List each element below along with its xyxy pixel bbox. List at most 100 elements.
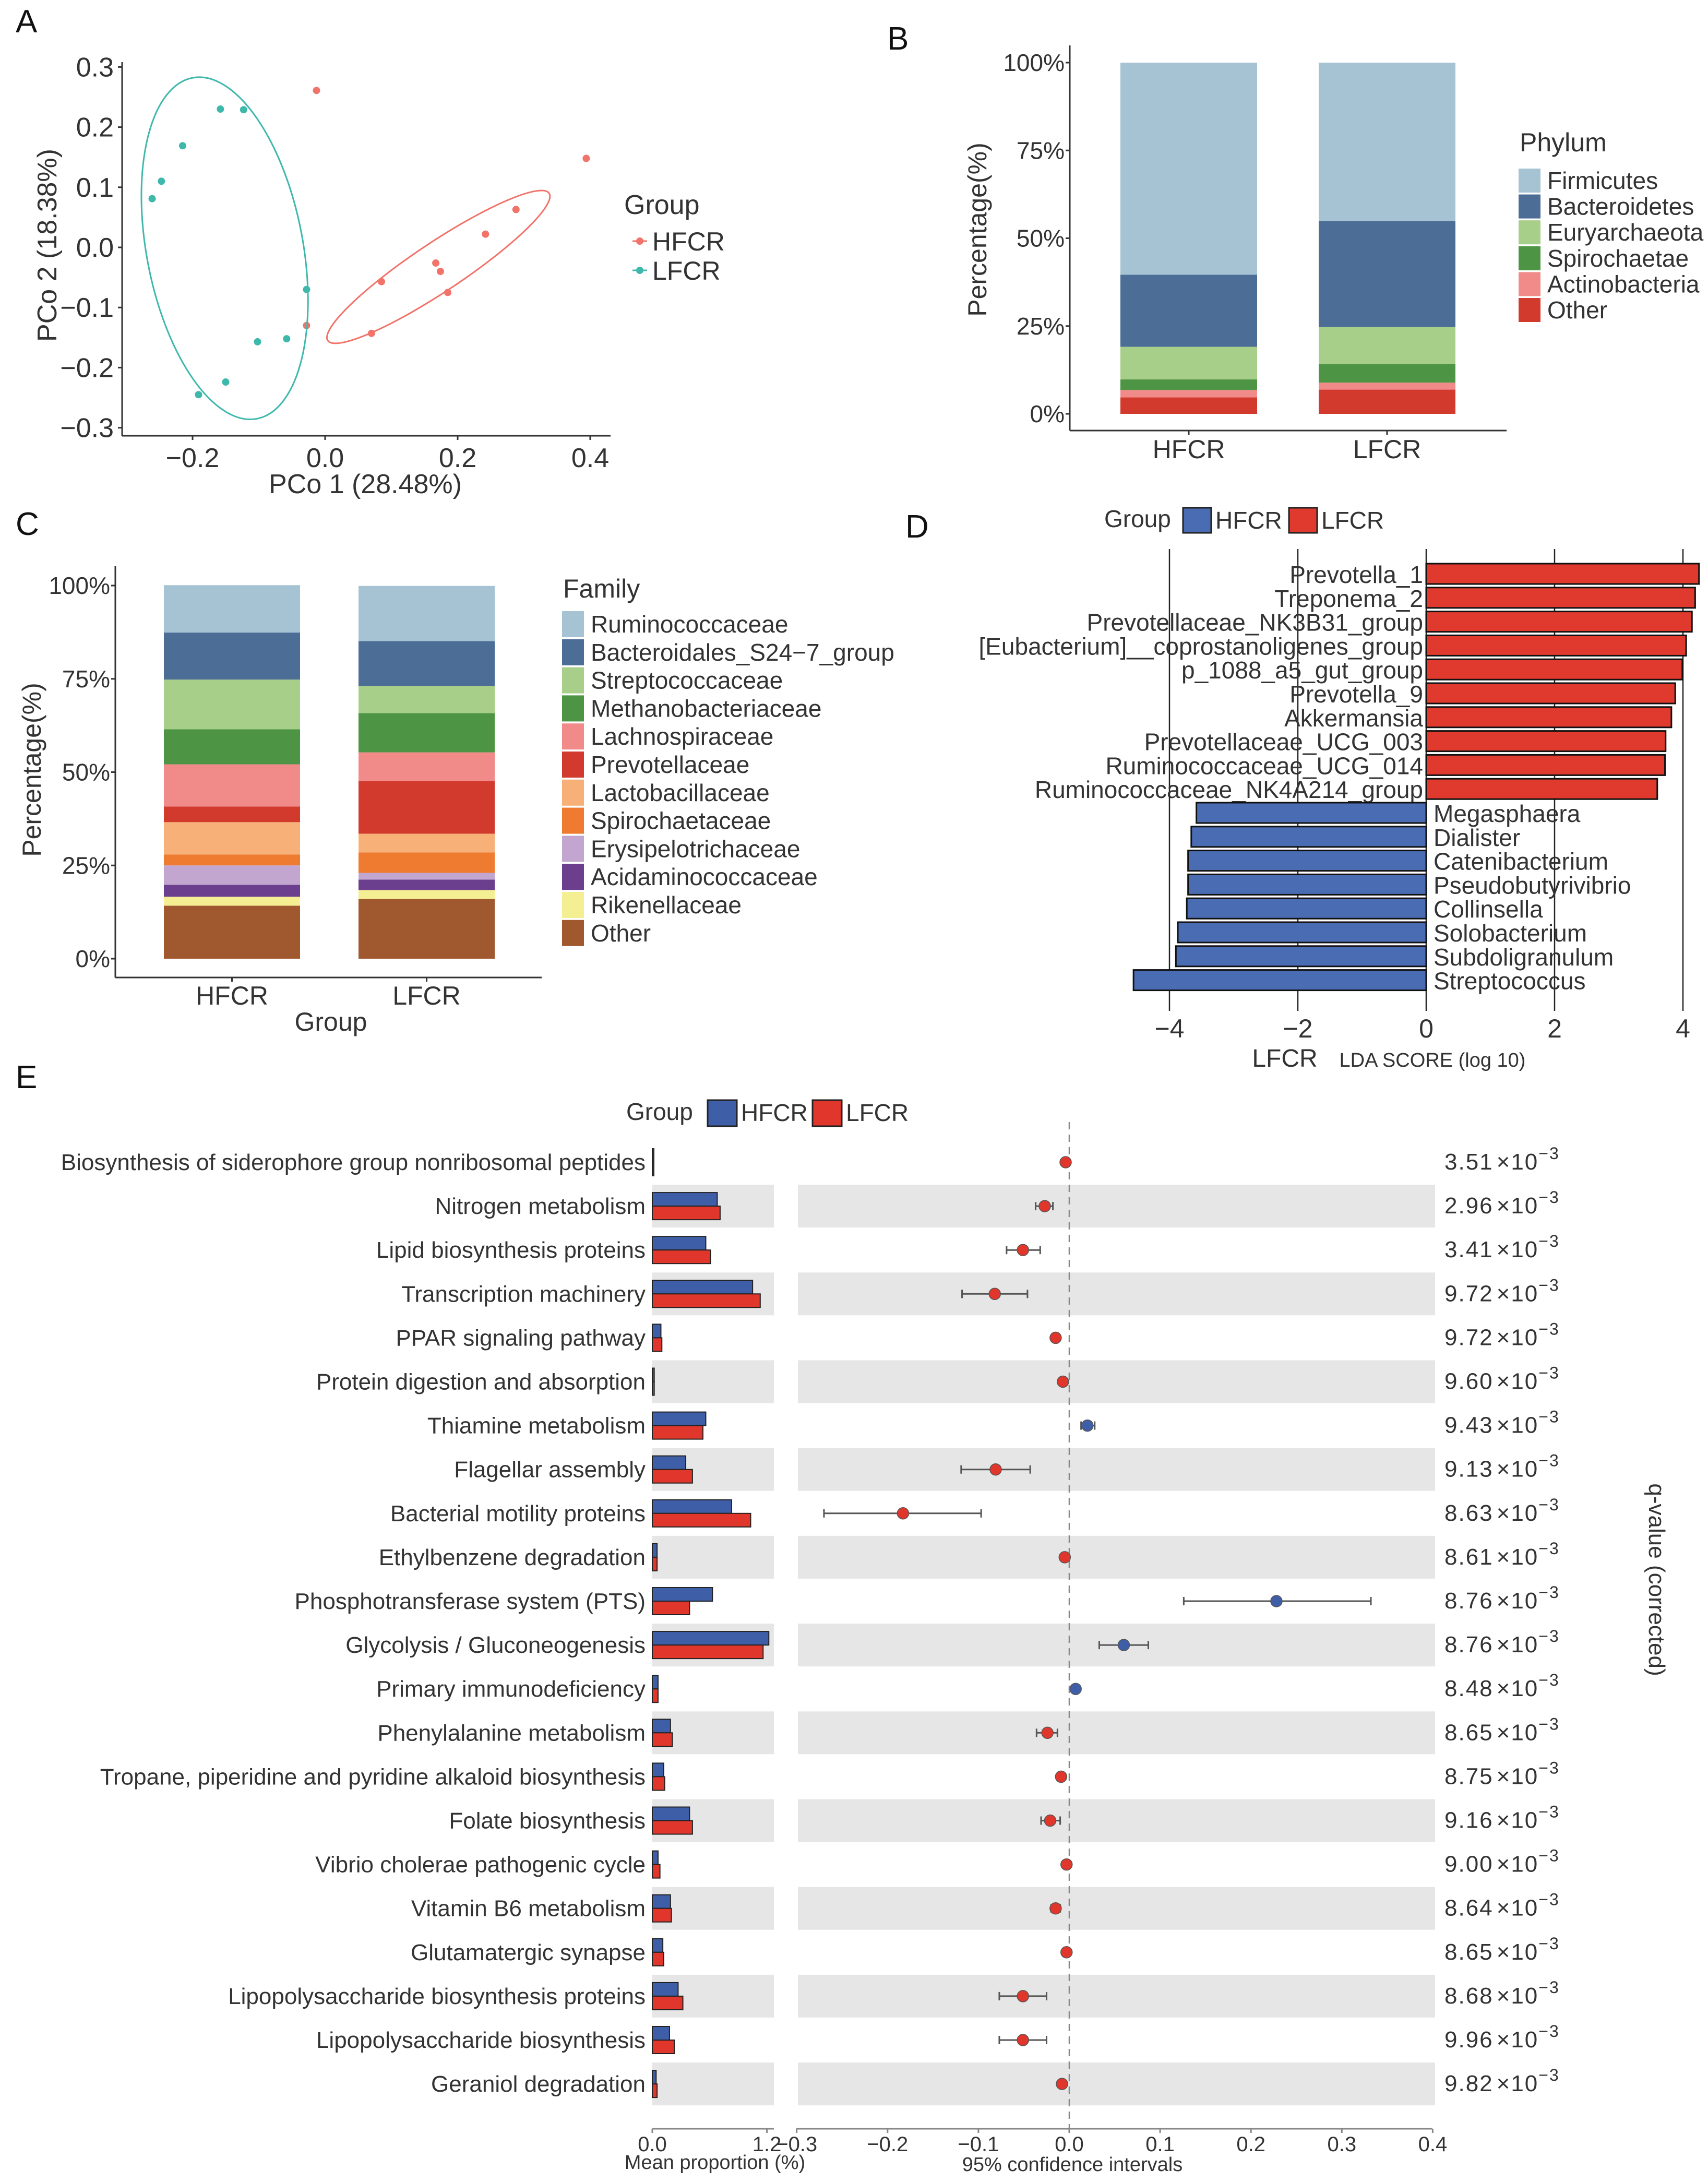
legend-swatch-hfcr	[707, 1099, 738, 1127]
legend-title: Family	[563, 574, 640, 603]
q-mantissa: 9.60	[1444, 1369, 1494, 1394]
feature-label: Geraniol degradation	[431, 2071, 646, 2097]
feature-label: Prevotella_9	[1289, 681, 1423, 708]
q-times: ×10	[1497, 1369, 1539, 1394]
q-value: 8.64 ×10−3	[1444, 1890, 1560, 1921]
feature-label: Ruminococcaceae_NK4A214_group	[1035, 776, 1423, 803]
mean-bar-lfcr	[652, 1732, 673, 1747]
q-exponent: −3	[1538, 1188, 1559, 1207]
feature-label: Phosphotransferase system (PTS)	[295, 1589, 646, 1614]
legend-label: Lactobacillaceae	[591, 779, 770, 806]
q-exponent: −3	[1538, 1364, 1559, 1382]
data-point-lfcr	[254, 338, 261, 345]
data-point-lfcr	[240, 106, 247, 114]
feature-label: Phenylalanine metabolism	[377, 1720, 646, 1746]
panel-label: E	[16, 1059, 37, 1095]
mean-bar-hfcr	[652, 1148, 654, 1163]
mean-bar-lfcr	[652, 1556, 658, 1571]
bar-segment-acidaminococcaceae	[359, 879, 495, 890]
mean-bar-lfcr	[652, 1425, 703, 1440]
data-point-lfcr	[195, 391, 202, 399]
difference-point	[988, 1287, 1001, 1301]
feature-label: Lipopolysaccharide biosynthesis proteins	[228, 1984, 646, 2009]
feature-label: Lipid biosynthesis proteins	[376, 1237, 646, 1263]
x-tick-label: −2	[1283, 1014, 1312, 1043]
feature-label: Ruminococcaceae_UCG_014	[1105, 752, 1423, 779]
bar-segment-acidaminococcaceae	[164, 885, 300, 897]
panel-labels: A B C D E	[16, 4, 929, 1095]
q-mantissa: 8.68	[1444, 1983, 1494, 2009]
legend-swatch-hfcr	[1182, 507, 1212, 534]
q-mantissa: 9.16	[1444, 1808, 1494, 1833]
x-tick-label: −0.3	[776, 2133, 817, 2156]
feature-label: Streptococcus	[1434, 968, 1585, 995]
feature-label: Flagellar assembly	[454, 1457, 646, 1483]
feature-label: Folate biosynthesis	[449, 1808, 646, 1834]
feature-label: Glycolysis / Gluconeogenesis	[345, 1632, 646, 1658]
y-tick-label: 75%	[62, 665, 110, 693]
q-times: ×10	[1497, 1763, 1539, 1789]
q-mantissa: 9.96	[1444, 2027, 1494, 2053]
mean-bar-lfcr	[652, 1249, 711, 1265]
bar-segment-rikenellaceae	[359, 890, 495, 899]
difference-point	[1117, 1639, 1130, 1651]
x-tick-label: −0.1	[958, 2133, 999, 2156]
data-point-lfcr	[178, 142, 186, 150]
row-band-left	[652, 2062, 774, 2106]
q-value: 8.68 ×10−3	[1444, 1978, 1560, 2009]
mean-bar-lfcr	[652, 1337, 663, 1352]
x-tick-label: 0.0	[638, 2133, 667, 2156]
mean-bar-hfcr	[652, 1675, 659, 1690]
mean-bar-lfcr	[652, 1162, 654, 1176]
panel-d-lda: −4 −2 0 2 4Prevotella_1Treponema_2Prevotella…	[978, 505, 1700, 1072]
legend-label: Bacteroidales_S24−7_group	[591, 639, 894, 666]
lda-bar-hfcr	[1196, 802, 1427, 824]
mean-bar-lfcr	[652, 1688, 659, 1703]
q-value: 3.51 ×10−3	[1444, 1144, 1560, 1175]
legend-swatch	[562, 695, 584, 722]
q-mantissa: 9.43	[1444, 1413, 1494, 1438]
bar-segment-firmicutes	[1120, 63, 1257, 275]
y-tick-label: 100%	[1003, 49, 1065, 76]
y-axis-title: Percentage(%)	[963, 142, 992, 317]
q-value-axis-title: q-value (corrected)	[1644, 1483, 1669, 1676]
data-point-lfcr	[283, 335, 291, 343]
y-tick-label: 75%	[1017, 137, 1065, 164]
legend-key-point	[636, 237, 643, 245]
y-tick-label: 0%	[1030, 400, 1065, 427]
bar-segment-erysipelotrichaceae	[164, 865, 300, 885]
feature-label: PPAR signaling pathway	[396, 1325, 646, 1351]
legend-label: LFCR	[1321, 507, 1384, 534]
bar-segment-other	[359, 899, 495, 959]
feature-label: Nitrogen metabolism	[435, 1194, 646, 1219]
feature-label: Vitamin B6 metabolism	[411, 1896, 646, 1922]
legend-swatch	[562, 807, 584, 834]
row-band-left	[652, 1360, 774, 1403]
mean-bar-hfcr	[652, 1543, 658, 1558]
x-tick-label: 0.4	[571, 443, 609, 473]
panel-label: A	[16, 4, 38, 40]
q-exponent: −3	[1538, 1539, 1559, 1558]
legend-label: LFCR	[652, 256, 721, 285]
q-value: 8.65 ×10−3	[1444, 1714, 1560, 1745]
bar-segment-spirochaetaceae	[164, 854, 300, 866]
x-tick-label: −4	[1154, 1014, 1184, 1043]
q-mantissa: 9.72	[1444, 1325, 1494, 1350]
mean-bar-lfcr	[652, 1776, 665, 1791]
feature-label: Prevotellaceae_UCG_003	[1144, 729, 1423, 756]
legend-label: HFCR	[741, 1099, 808, 1126]
legend-label: HFCR	[652, 227, 725, 256]
feature-label: Prevotella_1	[1289, 561, 1423, 588]
legend-swatch	[562, 723, 584, 750]
legend-label: Ruminococcaceae	[591, 611, 788, 638]
mean-bar-lfcr	[652, 1512, 751, 1528]
confidence-ellipse-hfcr	[326, 189, 551, 344]
q-value: 9.43 ×10−3	[1444, 1408, 1560, 1438]
bar-segment-actinobacteria	[1120, 390, 1257, 398]
feature-label: Ethylbenzene degradation	[379, 1545, 646, 1570]
bar-segment-lactobacillaceae	[164, 822, 300, 855]
legend-label: Firmicutes	[1547, 167, 1658, 194]
legend-label: Methanobacteriaceae	[591, 695, 821, 722]
mean-bar-lfcr	[652, 1469, 693, 1484]
legend-swatch	[562, 864, 584, 890]
